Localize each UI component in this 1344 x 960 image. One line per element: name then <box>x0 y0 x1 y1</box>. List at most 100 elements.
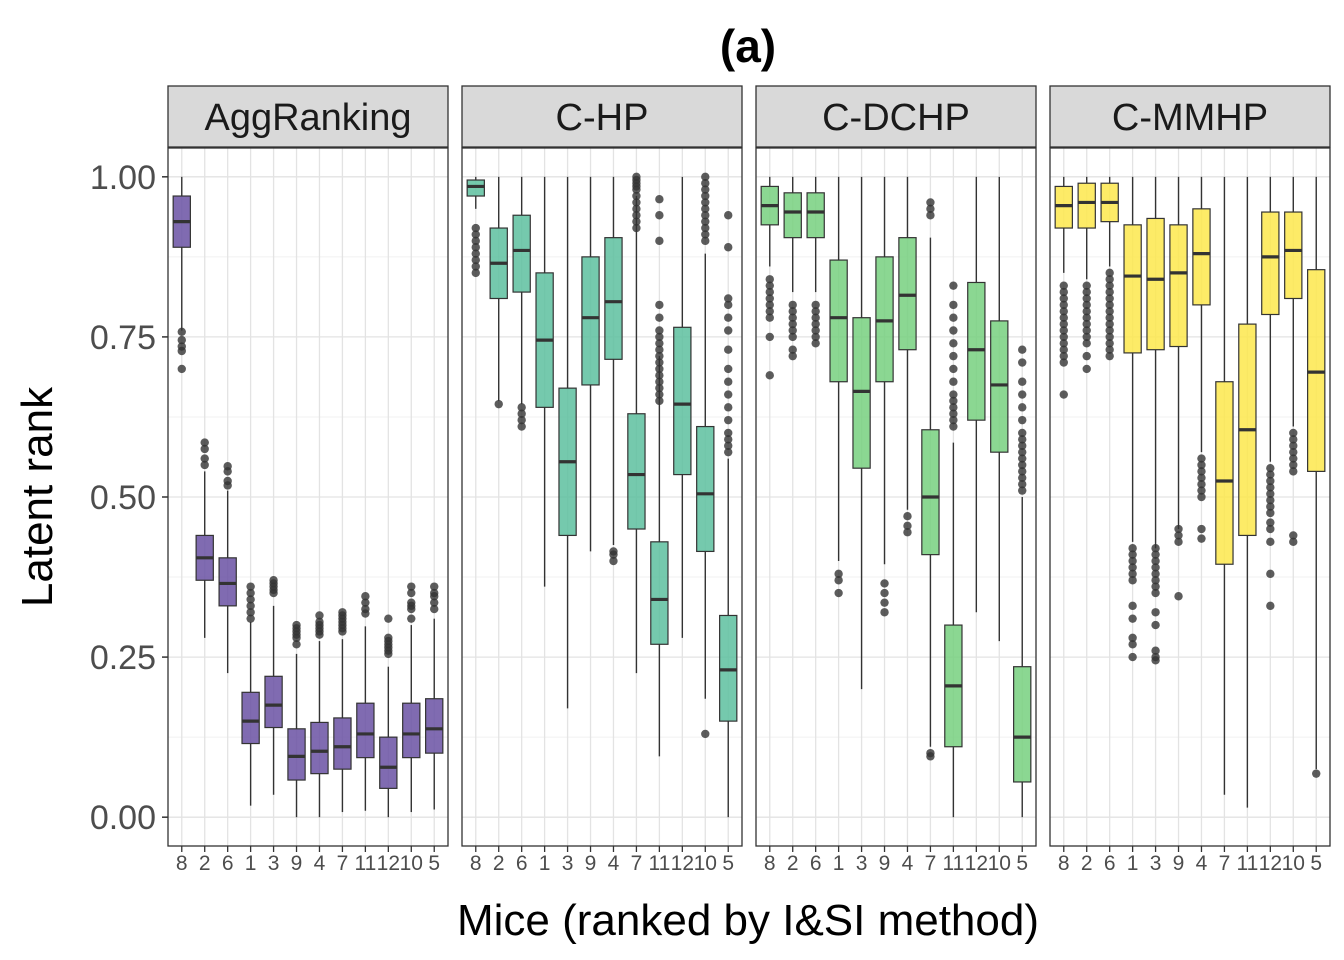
box-iqr <box>627 413 646 530</box>
outlier-point <box>200 460 209 470</box>
y-tick-label: 0.50 <box>90 479 156 517</box>
outlier-point <box>1312 769 1321 778</box>
outlier-point <box>701 729 710 739</box>
outlier-point <box>655 211 664 220</box>
box-10 <box>402 582 421 813</box>
outlier-point <box>724 428 733 438</box>
outlier-point <box>632 185 641 194</box>
outlier-point <box>1289 428 1298 438</box>
outlier-point <box>655 332 664 342</box>
outlier-point <box>361 609 370 618</box>
outlier-point <box>1174 524 1183 534</box>
outlier-point <box>724 345 733 354</box>
outlier-point <box>1128 614 1137 623</box>
x-tick-label: 1 <box>539 852 551 875</box>
outlier-point <box>430 592 439 601</box>
outlier-point <box>1059 300 1068 310</box>
outlier-point <box>1059 281 1068 290</box>
outlier-point <box>1151 563 1160 572</box>
outlier-point <box>1059 390 1068 399</box>
outlier-point <box>1289 454 1298 463</box>
outlier-point <box>903 528 912 537</box>
outlier-point <box>1018 486 1027 495</box>
outlier-point <box>926 198 935 207</box>
outlier-point <box>724 300 733 310</box>
outlier-point <box>1059 345 1068 354</box>
box-iqr <box>1123 224 1142 354</box>
outlier-point <box>949 351 958 361</box>
outlier-point <box>315 611 324 620</box>
box-iqr <box>806 192 825 239</box>
outlier-point <box>949 377 958 386</box>
outlier-point <box>701 230 710 239</box>
outlier-point <box>1266 483 1275 492</box>
outlier-point <box>701 172 710 182</box>
box-3 <box>1146 176 1165 665</box>
x-tick-label: 11 <box>1236 852 1258 875</box>
outlier-point <box>430 604 439 614</box>
box-iqr <box>967 281 986 421</box>
outlier-point <box>1266 463 1275 473</box>
box-11 <box>1238 176 1257 808</box>
outlier-point <box>471 262 480 271</box>
outlier-point <box>1174 592 1183 601</box>
outlier-point <box>1082 351 1091 361</box>
outlier-point <box>724 377 733 386</box>
panel-aggranking: AggRanking 8 2 6 1 3 9 4 7 11 12 10 5 <box>167 85 449 875</box>
outlier-point <box>788 307 797 316</box>
x-tick-label: 3 <box>1150 852 1162 875</box>
outlier-point <box>1289 467 1298 476</box>
x-axis-title: Mice (ranked by I&SI method) <box>457 896 1039 945</box>
outlier-point <box>949 396 958 406</box>
outlier-point <box>177 346 186 356</box>
outlier-point <box>1266 508 1275 518</box>
box-iqr <box>990 320 1009 453</box>
box-iqr <box>356 702 375 759</box>
outlier-point <box>632 191 641 201</box>
outlier-point <box>200 454 209 463</box>
box-2 <box>783 176 802 361</box>
box-7 <box>333 608 352 813</box>
outlier-point <box>655 300 664 310</box>
outlier-point <box>1105 268 1114 278</box>
box-iqr <box>1261 211 1280 316</box>
outlier-point <box>1082 364 1091 374</box>
outlier-point <box>407 614 416 623</box>
box-10 <box>990 176 1009 642</box>
outlier-point <box>1151 620 1160 630</box>
outlier-point <box>834 588 843 598</box>
outlier-point <box>1289 460 1298 470</box>
box-iqr <box>1146 217 1165 351</box>
outlier-point <box>223 467 232 476</box>
outlier-point <box>724 435 733 444</box>
box-8 <box>466 176 485 278</box>
x-tick-label: 6 <box>222 852 234 875</box>
outlier-point <box>361 592 370 601</box>
outlier-point <box>1151 550 1160 559</box>
outlier-point <box>517 415 526 425</box>
outlier-point <box>1151 576 1160 585</box>
outlier-point <box>1018 377 1027 386</box>
outlier-point <box>1197 492 1206 502</box>
outlier-point <box>1128 544 1137 553</box>
box-iqr <box>1054 185 1073 229</box>
outlier-point <box>1105 281 1114 290</box>
outlier-point <box>724 447 733 457</box>
outlier-point <box>724 441 733 450</box>
outlier-point <box>430 582 439 591</box>
outlier-point <box>517 409 526 418</box>
outlier-point <box>1059 326 1068 335</box>
panel-border <box>167 147 449 847</box>
outlier-point <box>765 281 774 290</box>
outlier-point <box>724 243 733 252</box>
y-axis: 0.00 0.25 0.50 0.75 1.00 <box>90 159 168 837</box>
panel-strip-label: AggRanking <box>204 97 411 139</box>
outlier-point <box>1151 544 1160 553</box>
outlier-point <box>1082 287 1091 297</box>
outlier-point <box>1082 300 1091 310</box>
x-tick-label: 3 <box>856 852 868 875</box>
outlier-point <box>701 198 710 207</box>
outlier-point <box>788 351 797 361</box>
x-tick-label: 2 <box>1081 852 1093 875</box>
outlier-point <box>1266 518 1275 527</box>
